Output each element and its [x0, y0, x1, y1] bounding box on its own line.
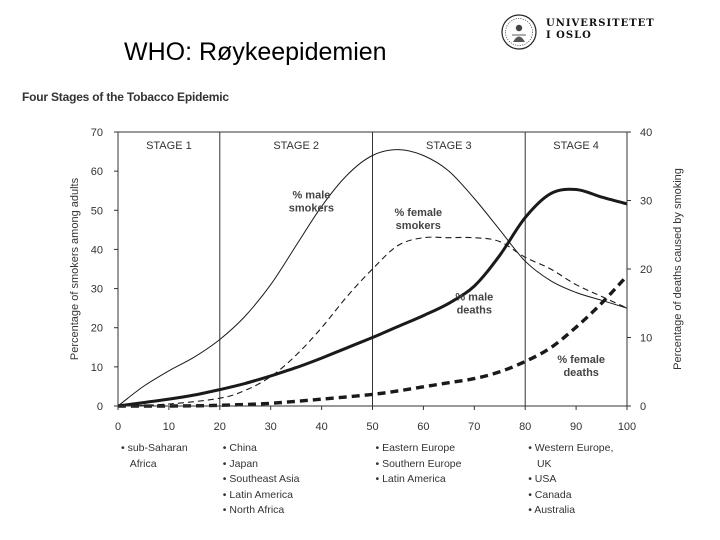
series-annotation: % female deaths: [557, 354, 605, 379]
x-tick-label: 0: [115, 421, 121, 433]
stage-label: STAGE 4: [553, 140, 599, 152]
x-tick-label: 40: [315, 421, 327, 433]
x-tick-label: 60: [417, 421, 429, 433]
region-item: • Southern Europe: [375, 457, 462, 470]
stage-label: STAGE 3: [426, 140, 472, 152]
region-item: • USA: [528, 473, 557, 485]
stage-region-list: • China • Japan • Southeast Asia • Latin Am…: [223, 441, 300, 519]
series-annotation: % female smokers: [394, 207, 442, 232]
region-item: • Latin America: [222, 488, 294, 501]
x-tick-label: 80: [519, 421, 531, 433]
y-left-tick-label: 0: [97, 401, 103, 413]
university-logo: UNIVERSITETET I OSLO: [500, 13, 654, 57]
slide-title: WHO: Røykeepidemien: [124, 38, 387, 66]
region-item: • sub-Saharan: [121, 442, 188, 454]
x-tick-label: 70: [468, 421, 480, 433]
chart-title: Four Stages of the Tobacco Epidemic: [22, 90, 229, 104]
y-right-tick-label: 40: [640, 127, 652, 139]
region-item: • Canada: [528, 488, 572, 501]
y-left-tick-label: 20: [91, 323, 103, 335]
series-annotation: % male smokers: [289, 190, 334, 215]
y-left-tick-label: 40: [91, 244, 103, 256]
y-axis-left-label: Percentage of smokers among adults: [69, 177, 81, 360]
y-axis-right-label: Percentage of deaths caused by smoking: [672, 168, 684, 370]
region-item: Africa: [121, 457, 157, 470]
y-left-tick-label: 10: [91, 362, 103, 374]
region-item: • North Africa: [222, 504, 285, 516]
university-name: UNIVERSITETET I OSLO: [546, 18, 655, 42]
y-left-tick-label: 60: [91, 166, 103, 178]
series-line: [117, 187, 628, 408]
university-name-line1: UNIVERSITETET: [546, 18, 655, 29]
y-left-tick-label: 70: [91, 127, 103, 139]
y-right-tick-label: 30: [640, 196, 652, 208]
series-annotation: % male deaths: [455, 291, 493, 316]
x-tick-label: 50: [366, 421, 378, 433]
x-tick-label: 20: [214, 421, 226, 433]
region-item: • Australia: [528, 504, 576, 516]
region-item: • Eastern Europe: [375, 442, 456, 454]
series-line: [117, 274, 629, 408]
series-line: [117, 149, 628, 407]
x-tick-label: 10: [163, 421, 175, 433]
y-left-tick-label: 30: [91, 284, 103, 296]
stage-label: STAGE 2: [273, 140, 319, 152]
y-right-tick-label: 10: [640, 333, 652, 345]
stage-region-list: • Western Europe, UK • USA • Canada • Austr…: [528, 441, 613, 519]
university-name-line2: I OSLO: [546, 30, 592, 41]
region-item: • Japan: [222, 457, 258, 470]
y-right-tick-label: 20: [640, 264, 652, 276]
region-item: • Latin America: [375, 473, 446, 485]
stage-region-list: • sub-Saharan Africa: [121, 441, 188, 472]
region-item: • Western Europe,: [528, 442, 614, 454]
stage-region-list: • Eastern Europe • Southern Europe • Latin…: [376, 441, 462, 488]
y-left-tick-label: 50: [91, 205, 103, 217]
region-item: • China: [222, 442, 257, 454]
region-item: UK: [528, 457, 552, 470]
series-line: [117, 236, 628, 407]
stage-label: STAGE 1: [146, 140, 192, 152]
y-right-tick-label: 0: [640, 401, 646, 413]
x-tick-label: 30: [265, 421, 277, 433]
x-tick-label: 90: [570, 421, 582, 433]
university-seal-icon: [501, 14, 537, 50]
region-item: • Southeast Asia: [222, 473, 300, 485]
x-tick-label: 100: [618, 421, 636, 433]
